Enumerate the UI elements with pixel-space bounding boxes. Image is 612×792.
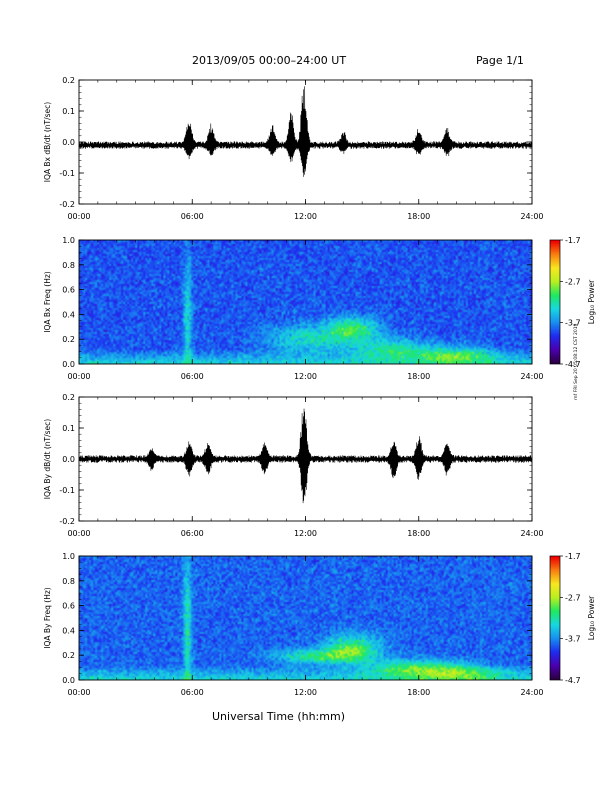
colorbar-tick-label: -3.7 [565,635,581,644]
y-tick-label: 0.4 [62,310,75,319]
y-tick-label: 0.8 [62,261,75,270]
x-tick-label: 24:00 [520,529,543,538]
x-tick-label: 12:00 [294,529,317,538]
y-tick-label: -0.1 [59,486,75,495]
x-tick-label: 00:00 [67,372,90,381]
x-tick-label: 06:00 [181,212,204,221]
x-tick-label: 06:00 [181,372,204,381]
y-axis-label: IQA By dB/dt (nT/sec) [43,419,52,500]
colorbar-tick-label: -1.7 [565,552,581,561]
x-axis-caption: Universal Time (hh:mm) [212,710,345,723]
x-tick-label: 18:00 [407,688,430,697]
colorbar-tick-label: -2.7 [565,277,581,286]
y-tick-label: -0.1 [59,169,75,178]
colorbar-label: Log₁₀ Power [587,279,596,324]
y-tick-label: 0.6 [62,286,75,295]
waveform-trace [78,408,533,504]
colorbar-tick-label: -4.7 [565,360,581,369]
colorbar-tick-label: -3.7 [565,319,581,328]
x-tick-label: 06:00 [181,529,204,538]
colorbar-tick-label: -2.7 [565,593,581,602]
colorbar-gradient [550,556,560,680]
x-tick-label: 18:00 [407,372,430,381]
x-tick-label: 24:00 [520,372,543,381]
page-title: 2013/09/05 00:00–24:00 UT [192,54,347,67]
x-tick-label: 12:00 [294,372,317,381]
y-tick-label: 1.0 [62,552,75,561]
y-tick-label: 0.2 [62,335,75,344]
x-tick-label: 18:00 [407,212,430,221]
colorbar-tick-label: -4.7 [565,676,581,685]
x-tick-label: 00:00 [67,688,90,697]
y-tick-label: 0.0 [62,676,75,685]
x-tick-label: 00:00 [67,212,90,221]
x-tick-label: 06:00 [181,688,204,697]
colorbar-tick-label: -1.7 [565,236,581,245]
spectrogram-panel-3: 00:00 06:00 12:00 18:00 24:00 0.0 0.2 0.4 0.6 0.8… [43,552,596,697]
y-axis-label: IQA By Freq (Hz) [43,587,52,649]
y-tick-label: -0.2 [59,517,75,526]
y-tick-label: 0.2 [62,76,75,85]
y-tick-label: 0.6 [62,602,75,611]
x-tick-label: 12:00 [294,688,317,697]
x-tick-label: 12:00 [294,212,317,221]
y-tick-label: 1.0 [62,236,75,245]
y-axis-label: IQA Bx Freq (Hz) [43,271,52,333]
y-tick-label: 0.0 [62,455,75,464]
y-tick-label: 0.2 [62,393,75,402]
waveform-trace [78,86,533,177]
spectrogram-panel-1: 00:00 06:00 12:00 18:00 24:00 0.0 0.2 0.4 0.6 0.8… [43,236,596,381]
y-tick-label: 0.0 [62,138,75,147]
y-tick-label: 0.1 [62,107,75,116]
x-tick-label: 00:00 [67,529,90,538]
y-axis-label: IQA Bx dB/dt (nT/sec) [43,102,52,183]
spectrogram-image [79,556,532,680]
y-tick-label: 0.4 [62,626,75,635]
y-tick-label: 0.1 [62,424,75,433]
waveform-panel-0: 00:00 06:00 12:00 18:00 24:00 -0.2 -0.1 0.0 0.1 0… [43,76,544,221]
y-tick-label: -0.2 [59,200,75,209]
spectrogram-image [79,240,532,364]
timestamp-stamp: rnf FRI Sep 20 05:08:12 CST 2019 [574,323,579,400]
y-tick-label: 0.8 [62,577,75,586]
x-tick-label: 24:00 [520,212,543,221]
waveform-panel-2: 00:00 06:00 12:00 18:00 24:00 -0.2 -0.1 0.0 0.1 0… [43,393,544,538]
colorbar-gradient [550,240,560,364]
colorbar-frame [549,239,561,365]
page-number: Page 1/1 [476,54,524,67]
y-tick-label: 0.0 [62,360,75,369]
colorbar-label: Log₁₀ Power [587,595,596,640]
x-tick-label: 18:00 [407,529,430,538]
colorbar-frame [549,555,561,681]
x-tick-label: 24:00 [520,688,543,697]
y-tick-label: 0.2 [62,651,75,660]
